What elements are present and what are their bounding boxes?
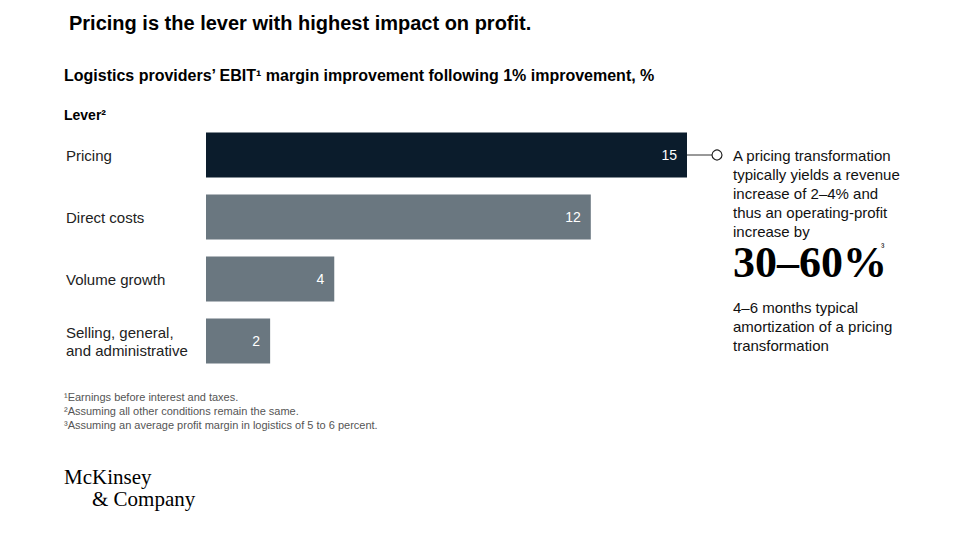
svg-text:increase by: increase by [733, 223, 810, 240]
svg-text:Pricing: Pricing [66, 147, 112, 164]
svg-text:12: 12 [565, 209, 581, 225]
svg-text:³Assuming an average profit ma: ³Assuming an average profit margin in lo… [64, 419, 378, 431]
svg-text:Pricing is the lever with high: Pricing is the lever with highest impact… [69, 12, 531, 34]
svg-text:2: 2 [252, 333, 260, 349]
svg-text:Selling, general,: Selling, general, [66, 324, 178, 341]
svg-text:transformation: transformation [733, 337, 829, 354]
svg-text:Lever²: Lever² [64, 107, 106, 123]
svg-text:²Assuming all other conditions: ²Assuming all other conditions remain th… [64, 405, 299, 417]
svg-text:15: 15 [661, 147, 677, 163]
svg-text:4–6 months typical: 4–6 months typical [733, 299, 858, 316]
svg-text:Logistics providers’ EBIT¹ mar: Logistics providers’ EBIT¹ margin improv… [64, 67, 654, 84]
svg-text:thus an operating-profit: thus an operating-profit [733, 204, 888, 221]
svg-text:increase of 2–4% and: increase of 2–4% and [733, 185, 878, 202]
svg-text:Volume growth: Volume growth [66, 271, 165, 288]
svg-text:¹Earnings before interest and: ¹Earnings before interest and taxes. [64, 391, 238, 403]
svg-text:30–60%: 30–60% [733, 238, 887, 287]
svg-text:and administrative: and administrative [66, 342, 188, 359]
svg-text:4: 4 [316, 271, 324, 287]
svg-text:A pricing transformation: A pricing transformation [733, 147, 891, 164]
svg-text:typically yields a revenue: typically yields a revenue [733, 166, 900, 183]
svg-text:Direct costs: Direct costs [66, 209, 144, 226]
svg-text:amortization of a pricing: amortization of a pricing [733, 318, 892, 335]
svg-text:& Company: & Company [92, 487, 196, 511]
svg-text:McKinsey: McKinsey [64, 465, 152, 489]
svg-text:³: ³ [881, 241, 885, 252]
